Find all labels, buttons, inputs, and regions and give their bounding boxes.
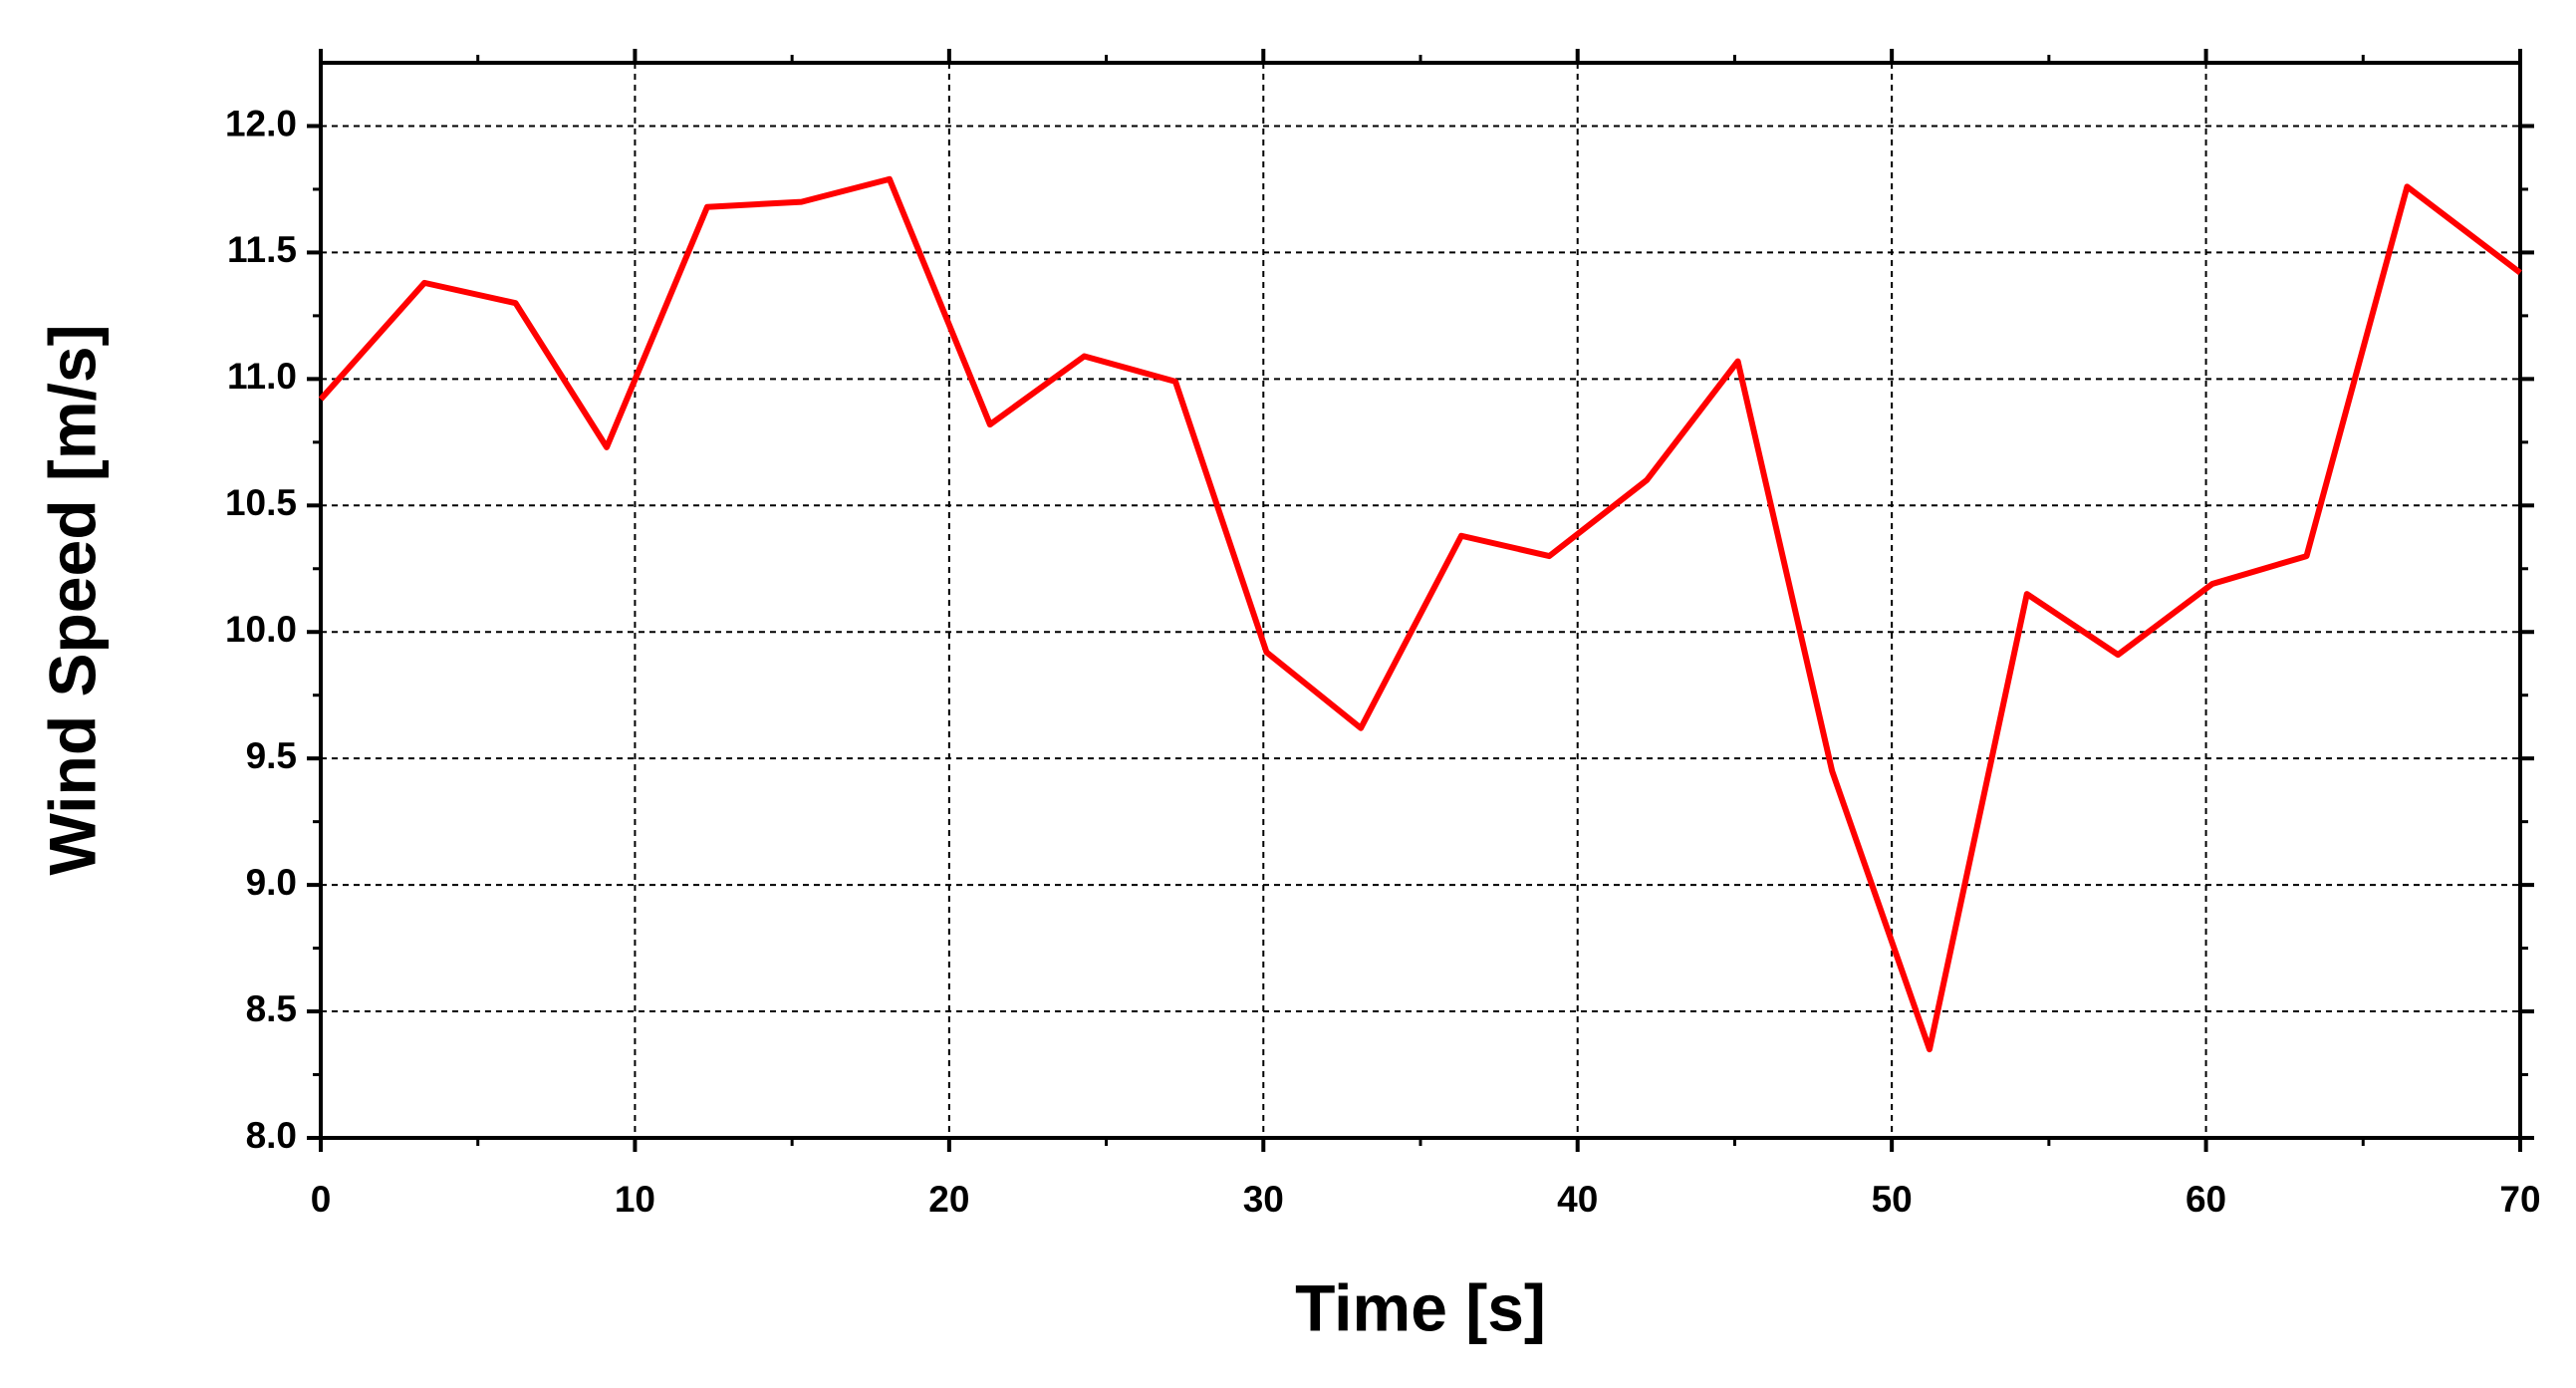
y-axis-title: Wind Speed [m/s] xyxy=(35,324,109,875)
x-tick-label: 70 xyxy=(2499,1179,2540,1220)
y-tick-label: 8.5 xyxy=(246,988,297,1029)
plot-frame xyxy=(319,61,2522,1140)
y-tick-label: 11.0 xyxy=(227,356,297,397)
x-tick-label: 40 xyxy=(1557,1179,1598,1220)
x-tick-label: 60 xyxy=(2186,1179,2226,1220)
data-line xyxy=(318,175,2522,1053)
y-tick-label: 9.5 xyxy=(246,735,297,776)
y-tick-label: 8.0 xyxy=(246,1115,297,1156)
x-tick-label: 10 xyxy=(615,1179,655,1220)
x-tick-label: 20 xyxy=(928,1179,969,1220)
y-tick-label: 9.0 xyxy=(246,862,297,903)
y-tick-label: 10.5 xyxy=(225,482,297,523)
x-tick-label: 30 xyxy=(1243,1179,1284,1220)
x-axis-title: Time [s] xyxy=(1295,1270,1546,1344)
x-tick-label: 50 xyxy=(1872,1179,1913,1220)
y-tick-label: 10.0 xyxy=(225,609,297,650)
y-tick-label: 11.5 xyxy=(227,229,297,270)
y-tick-label: 12.0 xyxy=(225,103,297,143)
x-tick-label: 0 xyxy=(311,1179,332,1220)
